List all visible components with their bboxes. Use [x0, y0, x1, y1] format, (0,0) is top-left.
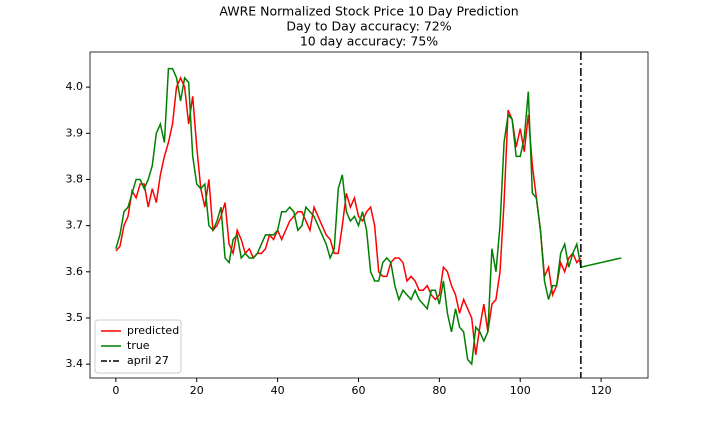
legend-label: predicted — [127, 324, 179, 337]
y-tick-label: 3.9 — [66, 126, 84, 139]
legend-box — [94, 319, 182, 374]
y-tick-label: 4.0 — [66, 80, 84, 93]
x-tick-label: 40 — [271, 384, 285, 397]
x-tick-label: 60 — [351, 384, 365, 397]
legend-label: true — [127, 339, 150, 352]
x-tick-label: 120 — [591, 384, 612, 397]
y-tick-label: 3.5 — [66, 311, 84, 324]
x-tick-label: 100 — [510, 384, 531, 397]
x-tick-label: 80 — [432, 384, 446, 397]
series-line — [115, 67, 622, 366]
x-tick-label: 20 — [190, 384, 204, 397]
y-tick-label: 3.4 — [66, 357, 84, 370]
chart-subtitle: Day to Day accuracy: 72% — [286, 19, 451, 34]
y-tick-label: 3.6 — [66, 265, 84, 278]
y-tick-label: 3.7 — [66, 219, 84, 232]
y-tick-label: 3.8 — [66, 172, 84, 185]
series-line — [115, 75, 582, 356]
x-tick-label: 0 — [112, 384, 119, 397]
chart-title: AWRE Normalized Stock Price 10 Day Predi… — [219, 4, 518, 19]
chart-subtitle: 10 day accuracy: 75% — [300, 34, 438, 49]
legend-label: april 27 — [127, 354, 169, 367]
plot-frame — [89, 51, 649, 379]
